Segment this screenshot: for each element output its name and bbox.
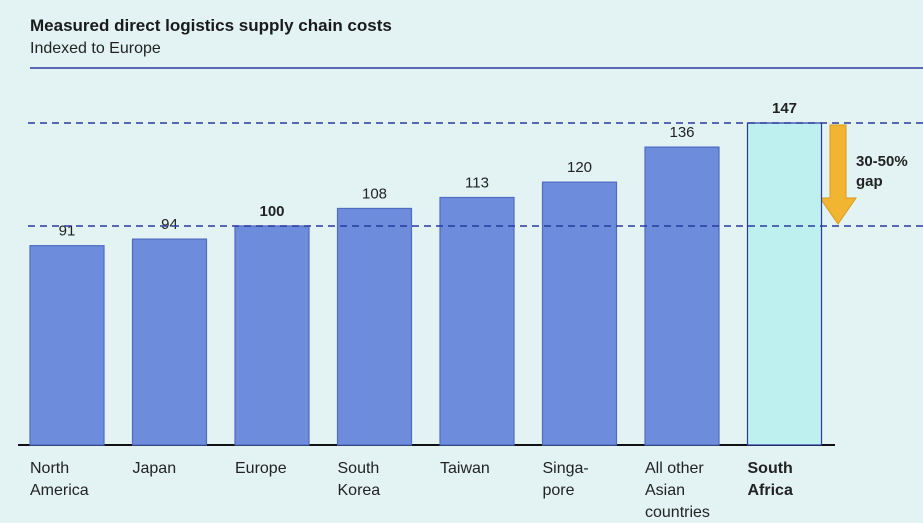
value-label: 113: [465, 174, 489, 191]
x-tick-label: All other Asian countries: [645, 460, 710, 521]
value-label: 120: [567, 159, 592, 176]
value-label: 94: [161, 216, 178, 233]
bar: [644, 146, 720, 446]
x-tick-label: South Africa: [747, 460, 793, 499]
x-tick-label: South Korea: [337, 460, 381, 499]
x-tick-label: Japan: [132, 460, 177, 477]
gap-arrow: [819, 124, 857, 225]
value-label: 100: [259, 203, 284, 220]
x-tick-label: Europe: [235, 460, 287, 477]
bar: [541, 181, 618, 446]
bar: [234, 225, 310, 446]
x-tick-label: Taiwan: [440, 460, 490, 477]
value-label: 91: [59, 223, 76, 240]
bar: [336, 207, 413, 446]
gap-annotation: 30-50% gap: [856, 153, 908, 190]
value-label: 136: [669, 124, 694, 141]
bar: [746, 122, 823, 446]
bar: [29, 245, 105, 446]
x-tick-label: Singa- pore: [542, 460, 589, 499]
x-tick-label: North America: [30, 460, 89, 499]
chart-subtitle: Indexed to Europe: [30, 40, 161, 57]
chart-title: Measured direct logistics supply chain c…: [30, 16, 392, 35]
value-label: 108: [362, 185, 387, 202]
bar: [131, 238, 208, 446]
bar: [439, 196, 515, 446]
value-label: 147: [772, 100, 797, 117]
